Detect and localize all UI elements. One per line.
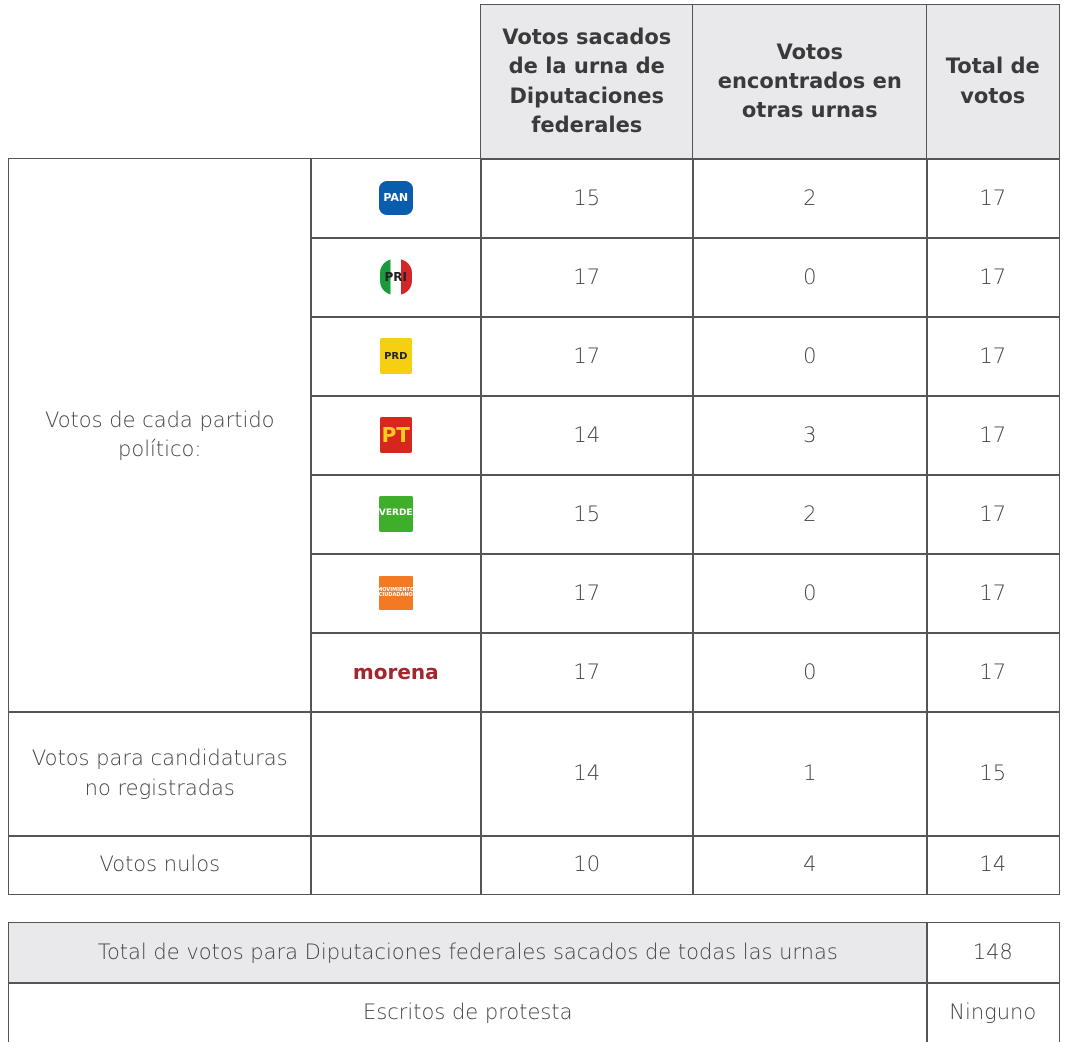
value-cell: 17 xyxy=(926,632,1060,713)
summary-value: Ninguno xyxy=(926,982,1060,1042)
logo-cell: VERDE xyxy=(310,474,482,555)
value-cell: 17 xyxy=(480,632,694,713)
logo-cell: PRD xyxy=(310,316,482,397)
value-cell: 17 xyxy=(926,158,1060,239)
logo-cell: PRI xyxy=(310,237,482,318)
value-cell: 1 xyxy=(692,711,928,837)
value-cell: 17 xyxy=(480,316,694,397)
column-header: Total de votos xyxy=(926,4,1060,160)
value-cell: 4 xyxy=(692,835,928,895)
party-logo: PRI xyxy=(379,259,412,296)
row-label: Votos para candidaturas no registradas xyxy=(8,711,312,837)
value-cell: 17 xyxy=(926,316,1060,397)
value-cell: 17 xyxy=(480,237,694,318)
party-logo: morena xyxy=(352,660,439,685)
summary-value: 148 xyxy=(926,922,1060,984)
column-header: Votos encontrados en otras urnas xyxy=(692,4,928,160)
value-cell: 2 xyxy=(692,158,928,239)
value-cell: 0 xyxy=(692,237,928,318)
party-logo: MOVIMIENTO CIUDADANO xyxy=(377,576,414,611)
value-cell: 15 xyxy=(926,711,1060,837)
value-cell: 17 xyxy=(926,237,1060,318)
value-cell: 17 xyxy=(926,474,1060,555)
logo-cell: PAN xyxy=(310,158,482,239)
value-cell: 17 xyxy=(926,395,1060,476)
row-label: Votos nulos xyxy=(8,835,312,895)
empty-cell xyxy=(310,711,482,837)
value-cell: 14 xyxy=(926,835,1060,895)
value-cell: 0 xyxy=(692,316,928,397)
party-logo: VERDE xyxy=(378,496,413,533)
value-cell: 3 xyxy=(692,395,928,476)
value-cell: 14 xyxy=(480,395,694,476)
value-cell: 2 xyxy=(692,474,928,555)
section-label: Votos de cada partido político: xyxy=(8,158,312,713)
column-header: Votos sacados de la urna de Diputaciones… xyxy=(480,4,694,160)
party-logo: PT xyxy=(379,417,412,454)
party-logo: PRD xyxy=(379,338,412,375)
logo-cell: MOVIMIENTO CIUDADANO xyxy=(310,553,482,634)
value-cell: 15 xyxy=(480,158,694,239)
summary-label: Total de votos para Diputaciones federal… xyxy=(8,922,928,984)
value-cell: 0 xyxy=(692,553,928,634)
value-cell: 15 xyxy=(480,474,694,555)
logo-cell: PT xyxy=(310,395,482,476)
value-cell: 0 xyxy=(692,632,928,713)
value-cell: 14 xyxy=(480,711,694,837)
value-cell: 17 xyxy=(480,553,694,634)
value-cell: 10 xyxy=(480,835,694,895)
logo-cell: morena xyxy=(310,632,482,713)
party-logo: PAN xyxy=(378,181,413,216)
empty-cell xyxy=(310,835,482,895)
summary-label: Escritos de protesta xyxy=(8,982,928,1042)
value-cell: 17 xyxy=(926,553,1060,634)
